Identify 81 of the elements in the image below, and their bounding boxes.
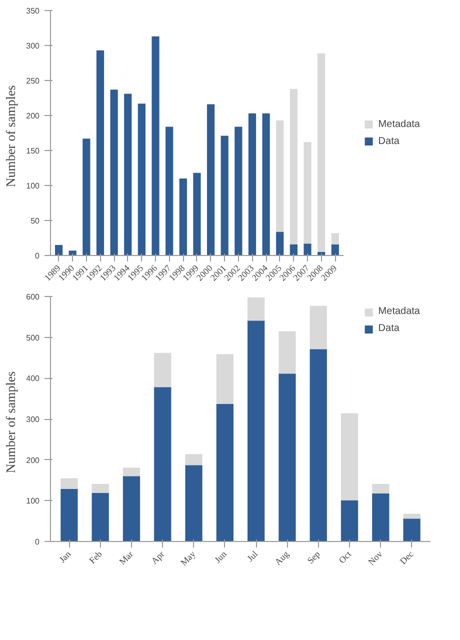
y-tick-label: 250 [26, 76, 40, 86]
bar [304, 244, 312, 256]
bar [193, 172, 201, 256]
y-tick-label: 150 [26, 146, 40, 156]
bar [152, 36, 160, 256]
bar [96, 50, 104, 256]
legend-label: Data [378, 136, 400, 146]
bar [403, 514, 420, 519]
y-tick-label: 200 [26, 112, 40, 120]
y-tick-label: 0 [35, 538, 40, 546]
y-tick-label: 300 [26, 415, 40, 424]
bar [216, 404, 234, 542]
x-tick-label: Apr [149, 548, 166, 566]
legend-label: Metadata [378, 306, 420, 317]
bar [220, 136, 228, 256]
x-tick-label: Oct [336, 548, 354, 566]
bar [60, 488, 78, 542]
x-tick-label: Jun [212, 548, 229, 565]
bar [248, 297, 265, 321]
y-tick-label: 50 [30, 216, 40, 226]
bar [154, 387, 172, 542]
x-tick-label: Nov [366, 548, 385, 567]
x-tick-label: Jan [57, 548, 74, 565]
bar [82, 138, 90, 256]
x-tick-label: Aug [272, 548, 292, 567]
bar [234, 126, 242, 256]
bar [185, 465, 202, 542]
bar [310, 306, 327, 350]
bar [304, 142, 312, 244]
x-tick-label: Sep [305, 548, 322, 566]
y-tick-label: 300 [26, 42, 40, 50]
bar [403, 518, 420, 542]
bar [124, 94, 132, 256]
x-tick-label: Jul [245, 548, 260, 564]
y-axis-title: Number of samples [3, 85, 18, 188]
bar [216, 354, 234, 404]
bar [60, 478, 78, 489]
y-tick-label: 500 [26, 333, 40, 342]
y-tick-label: 600 [26, 292, 40, 302]
legend-label: Data [378, 323, 400, 334]
bar [92, 492, 109, 542]
bar [248, 113, 256, 256]
bar [278, 331, 296, 374]
x-tick-label: May [178, 548, 198, 568]
bar [122, 476, 140, 542]
bar [340, 500, 358, 542]
bar [138, 104, 146, 256]
bar [372, 484, 390, 494]
x-tick-label: Dec [398, 548, 416, 566]
bar [122, 468, 140, 476]
bar [318, 53, 326, 252]
y-tick-label: 400 [26, 374, 40, 384]
bar [166, 126, 174, 256]
bar [340, 413, 358, 500]
bar [331, 233, 339, 244]
bar [185, 454, 202, 466]
bar [262, 113, 270, 256]
bar [310, 349, 327, 542]
bar [290, 88, 298, 244]
legend-label: Metadata [378, 118, 420, 130]
bar [154, 352, 172, 388]
x-tick-label: Mar [117, 548, 136, 567]
y-tick-label: 0 [35, 252, 40, 260]
bar [248, 320, 265, 542]
y-axis-title: Number of samples [3, 371, 18, 474]
bar [206, 104, 215, 256]
bar [110, 90, 118, 256]
bar [276, 120, 284, 232]
x-tick-label: Feb [87, 548, 104, 566]
y-tick-label: 200 [26, 456, 40, 465]
bar [92, 484, 109, 493]
bar [290, 244, 298, 256]
bar [331, 244, 339, 256]
y-tick-label: 100 [26, 496, 40, 506]
bar [276, 232, 284, 256]
bar [372, 493, 390, 542]
bar [179, 178, 187, 256]
bar [278, 374, 296, 542]
y-tick-label: 100 [26, 182, 40, 190]
bar [54, 245, 63, 256]
y-tick-label: 350 [26, 6, 40, 16]
